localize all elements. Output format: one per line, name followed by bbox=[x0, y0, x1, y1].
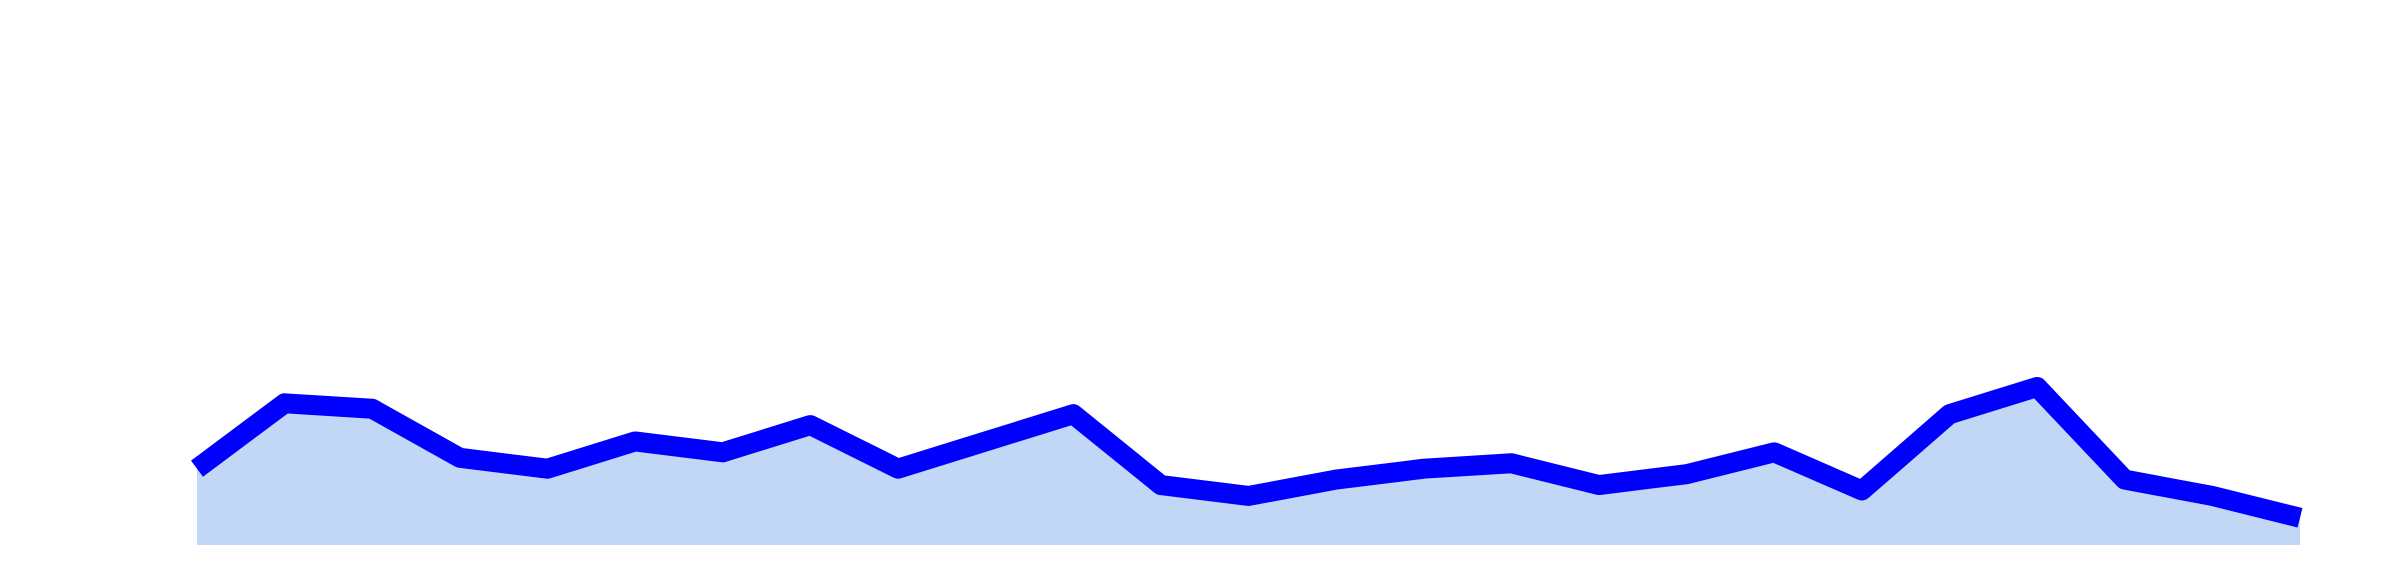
series-area bbox=[197, 386, 2300, 545]
series-line bbox=[191, 376, 2303, 528]
plot-area bbox=[191, 376, 2303, 545]
